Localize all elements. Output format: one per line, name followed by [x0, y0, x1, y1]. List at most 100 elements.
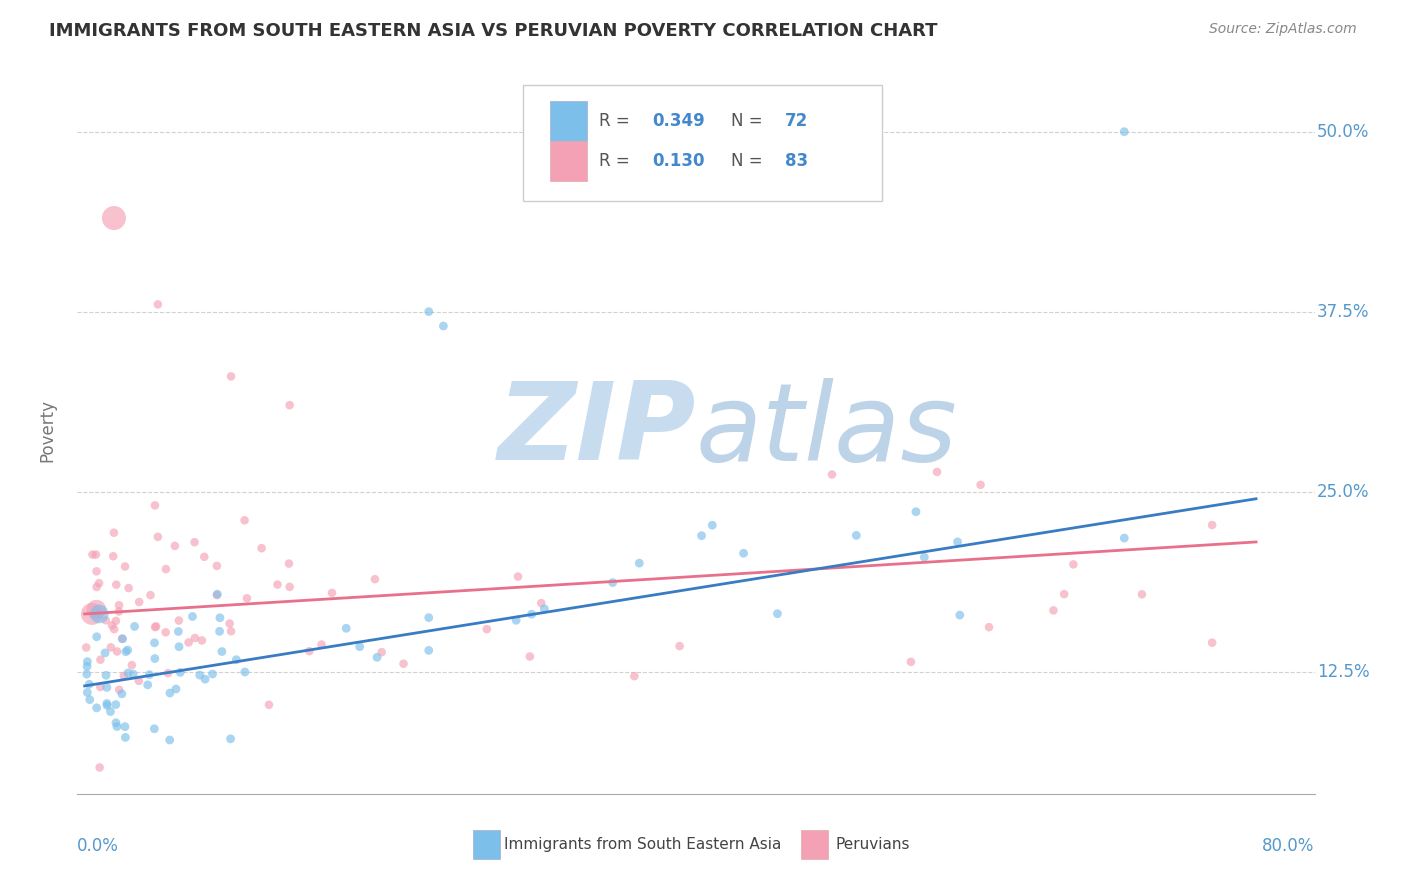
Point: [208, 624, 231, 639]
Point: [103, 622, 125, 636]
Point: [1114, 531, 1136, 545]
Point: [117, 643, 139, 657]
Point: [146, 530, 169, 544]
Point: [364, 572, 387, 586]
Point: [969, 478, 991, 492]
Point: [100, 640, 122, 655]
Point: [946, 534, 969, 549]
Point: [208, 611, 231, 625]
Point: [143, 651, 166, 665]
Point: [94, 646, 117, 660]
Point: [155, 562, 177, 576]
Point: [505, 613, 527, 627]
Point: [167, 640, 190, 654]
Text: ZIP: ZIP: [498, 377, 696, 483]
Point: [138, 667, 160, 681]
Text: 25.0%: 25.0%: [1317, 483, 1369, 500]
Point: [76, 659, 98, 673]
Point: [122, 667, 145, 681]
Point: [155, 625, 177, 640]
Point: [506, 569, 529, 583]
Point: [105, 644, 128, 658]
Point: [143, 636, 166, 650]
Point: [96, 681, 118, 695]
Point: [690, 529, 713, 543]
Point: [233, 665, 256, 679]
Text: Peruvians: Peruvians: [835, 838, 910, 852]
Point: [104, 614, 127, 628]
Text: atlas: atlas: [696, 378, 957, 483]
Text: 50.0%: 50.0%: [1317, 123, 1369, 141]
Point: [89, 680, 111, 694]
Point: [278, 398, 301, 412]
Text: 0.130: 0.130: [652, 153, 706, 170]
Point: [115, 645, 138, 659]
Point: [103, 211, 125, 225]
Point: [250, 541, 273, 556]
Point: [184, 631, 207, 645]
Point: [105, 719, 128, 733]
Text: 0.349: 0.349: [652, 112, 706, 130]
Point: [143, 620, 166, 634]
Point: [108, 682, 131, 697]
Point: [225, 653, 247, 667]
Point: [136, 678, 159, 692]
Point: [84, 548, 107, 562]
Text: IMMIGRANTS FROM SOUTH EASTERN ASIA VS PERUVIAN POVERTY CORRELATION CHART: IMMIGRANTS FROM SOUTH EASTERN ASIA VS PE…: [49, 22, 938, 40]
Point: [321, 586, 343, 600]
Point: [111, 687, 134, 701]
Point: [112, 669, 135, 683]
Point: [475, 622, 498, 636]
Point: [205, 588, 228, 602]
Point: [89, 760, 111, 774]
Point: [1114, 125, 1136, 139]
Point: [188, 668, 211, 682]
Point: [205, 558, 228, 573]
Point: [530, 596, 553, 610]
Point: [766, 607, 789, 621]
Point: [79, 692, 101, 706]
Point: [89, 653, 111, 667]
Point: [183, 535, 205, 549]
Point: [733, 546, 755, 560]
Point: [821, 467, 844, 482]
Point: [370, 645, 392, 659]
Point: [845, 528, 868, 542]
Point: [702, 518, 724, 533]
Point: [236, 591, 259, 606]
Point: [121, 658, 143, 673]
Text: 12.5%: 12.5%: [1317, 663, 1369, 681]
Point: [218, 616, 240, 631]
Point: [949, 608, 972, 623]
Point: [87, 576, 110, 591]
Point: [145, 619, 167, 633]
Point: [668, 639, 690, 653]
Point: [96, 698, 118, 713]
Point: [156, 666, 179, 681]
Point: [163, 539, 186, 553]
Point: [86, 580, 108, 594]
Y-axis label: Poverty: Poverty: [38, 399, 56, 462]
Point: [114, 720, 136, 734]
Point: [169, 665, 191, 680]
Point: [211, 644, 233, 658]
Point: [432, 318, 454, 333]
Point: [219, 624, 242, 639]
Point: [124, 619, 146, 633]
Point: [335, 621, 357, 635]
Point: [311, 638, 333, 652]
Point: [103, 525, 125, 540]
Point: [628, 556, 651, 570]
Point: [159, 686, 181, 700]
Point: [159, 733, 181, 747]
Text: 72: 72: [785, 112, 808, 130]
Point: [80, 607, 103, 621]
Text: 80.0%: 80.0%: [1263, 838, 1315, 855]
Point: [418, 304, 440, 318]
Point: [1042, 603, 1064, 617]
Text: N =: N =: [731, 153, 768, 170]
Point: [278, 557, 301, 571]
FancyBboxPatch shape: [550, 142, 588, 181]
Point: [86, 565, 108, 579]
Text: Source: ZipAtlas.com: Source: ZipAtlas.com: [1209, 22, 1357, 37]
